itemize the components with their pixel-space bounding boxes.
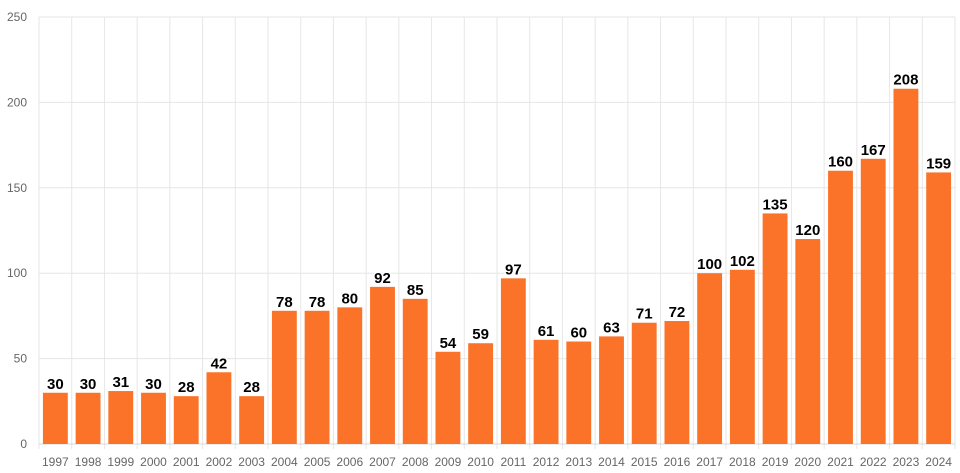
x-tick-label-2005: 2005 — [304, 455, 331, 469]
data-label-1997: 30 — [47, 376, 64, 393]
bar-2017 — [697, 273, 723, 444]
bar-2023 — [893, 88, 919, 445]
data-label-2009: 54 — [440, 335, 457, 352]
x-tick-label-2021: 2021 — [827, 455, 854, 469]
data-label-2012: 61 — [538, 323, 555, 340]
data-label-2011: 97 — [505, 261, 522, 278]
bar-2011 — [500, 278, 526, 444]
x-tick-label-2017: 2017 — [696, 455, 723, 469]
x-tick-label-2020: 2020 — [794, 455, 821, 469]
x-tick-label-2000: 2000 — [140, 455, 167, 469]
bar-2021 — [828, 170, 853, 444]
y-tick-label: 50 — [14, 352, 28, 366]
x-tick-label-2022: 2022 — [860, 455, 887, 469]
data-label-2008: 85 — [407, 282, 424, 299]
bar-2003 — [239, 396, 265, 444]
bar-1997 — [42, 392, 68, 444]
data-label-2020: 120 — [795, 222, 820, 239]
data-label-2000: 30 — [145, 376, 162, 393]
x-tick-label-1999: 1999 — [107, 455, 134, 469]
bar-2007 — [370, 286, 395, 444]
bar-2005 — [304, 310, 330, 444]
bar-2004 — [271, 310, 297, 444]
bar-2000 — [141, 392, 166, 444]
bars — [42, 88, 952, 445]
y-tick-label: 200 — [7, 95, 27, 109]
y-tick-label: 0 — [20, 437, 27, 451]
x-tick-label-2016: 2016 — [664, 455, 691, 469]
x-tick-label-2004: 2004 — [271, 455, 298, 469]
data-label-2024: 159 — [926, 155, 951, 172]
bar-2018 — [729, 269, 755, 444]
x-tick-label-2023: 2023 — [893, 455, 920, 469]
bar-2001 — [173, 396, 199, 444]
data-label-2014: 63 — [603, 319, 620, 336]
data-label-1999: 31 — [112, 374, 129, 391]
bar-2008 — [402, 298, 428, 444]
bar-1999 — [108, 391, 134, 444]
data-label-2018: 102 — [730, 253, 755, 270]
data-label-2003: 28 — [243, 379, 260, 396]
data-label-2002: 42 — [211, 355, 228, 372]
bar-2016 — [664, 321, 690, 444]
x-tick-label-2010: 2010 — [467, 455, 494, 469]
bar-2009 — [435, 351, 461, 444]
data-label-2023: 208 — [893, 72, 918, 89]
bar-2012 — [533, 339, 559, 444]
bar-2013 — [566, 341, 592, 444]
x-tick-label-2011: 2011 — [500, 455, 526, 469]
data-label-1998: 30 — [80, 376, 97, 393]
grid-lines — [38, 16, 956, 449]
x-tick-label-2019: 2019 — [762, 455, 789, 469]
x-tick-label-2014: 2014 — [598, 455, 625, 469]
bar-2020 — [795, 239, 821, 444]
x-tick-label-2001: 2001 — [173, 455, 200, 469]
x-tick-label-1997: 1997 — [42, 455, 69, 469]
data-label-2021: 160 — [828, 154, 853, 171]
y-tick-label: 150 — [7, 181, 27, 195]
x-tick-label-2006: 2006 — [336, 455, 363, 469]
data-label-2015: 71 — [636, 306, 653, 323]
x-tick-label-2008: 2008 — [402, 455, 429, 469]
data-label-2007: 92 — [374, 270, 391, 287]
data-label-2022: 167 — [861, 142, 886, 159]
x-tick-label-1998: 1998 — [75, 455, 102, 469]
data-label-2004: 78 — [276, 294, 293, 311]
x-tick-label-2009: 2009 — [435, 455, 462, 469]
x-tick-label-2002: 2002 — [206, 455, 233, 469]
x-tick-label-2007: 2007 — [369, 455, 396, 469]
y-tick-label: 100 — [7, 266, 27, 280]
x-tick-label-2013: 2013 — [565, 455, 592, 469]
data-label-2019: 135 — [763, 196, 788, 213]
bar-2002 — [206, 372, 232, 444]
bar-2010 — [468, 343, 494, 444]
x-axis-ticks: 1997 1998 1999 2000 2001 2002 2003 2004 2005 2006… — [42, 455, 952, 469]
bar-2019 — [762, 213, 788, 444]
bar-2024 — [926, 172, 952, 445]
data-label-2016: 72 — [669, 304, 686, 321]
data-label-2006: 80 — [341, 290, 358, 307]
data-labels: 30 30 31 30 28 42 28 78 78 80 92 85 54 59 97 61 60 63 71 72… — [46, 70, 953, 397]
data-label-2005: 78 — [309, 294, 326, 311]
x-tick-label-2018: 2018 — [729, 455, 756, 469]
x-tick-label-2024: 2024 — [925, 455, 952, 469]
bar-1998 — [75, 392, 101, 444]
y-tick-label: 250 — [7, 10, 27, 24]
x-tick-label-2003: 2003 — [238, 455, 265, 469]
data-label-2010: 59 — [472, 326, 489, 343]
data-label-2013: 60 — [570, 325, 587, 342]
data-label-2001: 28 — [178, 379, 195, 396]
bar-2015 — [631, 322, 657, 444]
bar-2006 — [337, 307, 363, 444]
x-tick-label-2015: 2015 — [631, 455, 658, 469]
x-tick-label-2012: 2012 — [533, 455, 560, 469]
bar-2022 — [860, 158, 886, 444]
y-axis-ticks: 0 50 100 150 200 250 — [7, 10, 27, 451]
bar-2014 — [599, 336, 624, 444]
data-label-2017: 100 — [697, 256, 722, 273]
